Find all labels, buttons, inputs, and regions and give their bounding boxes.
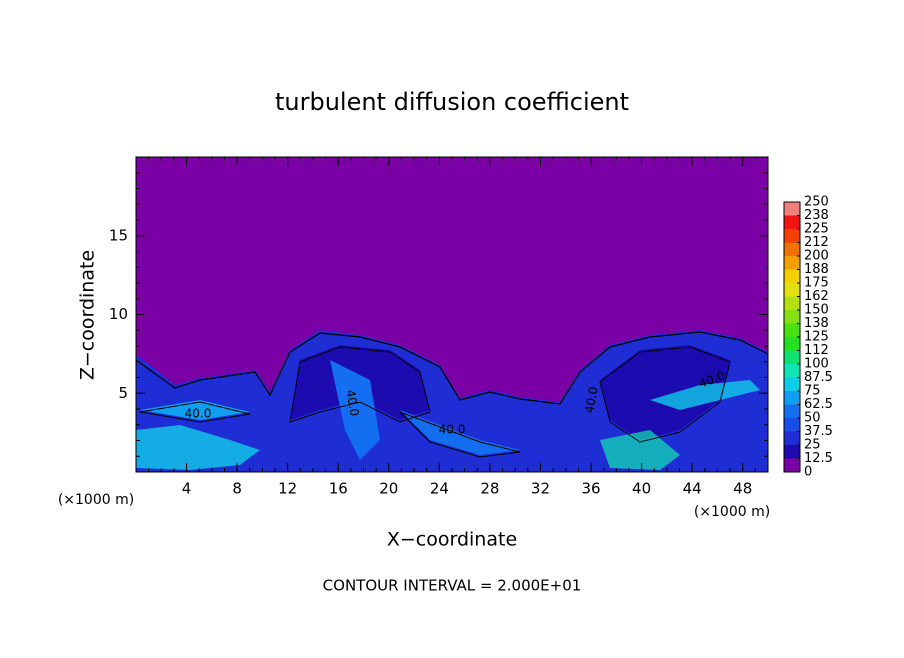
contour-line — [289, 346, 431, 423]
colorbar-swatch — [784, 418, 800, 432]
colorbar-swatch — [784, 202, 800, 216]
colorbar-swatch — [784, 337, 800, 351]
colorbar-swatch — [784, 458, 800, 472]
colorbar-swatch — [784, 269, 800, 283]
field-region — [136, 425, 260, 470]
x-tick-label: 12 — [278, 480, 297, 498]
colorbar-label: 175 — [804, 276, 829, 291]
contour-line — [599, 346, 731, 443]
footnote: CONTOUR INTERVAL = 2.000E+01 — [323, 577, 582, 595]
colorbar-swatch — [784, 242, 800, 256]
colorbar-swatch — [784, 283, 800, 297]
colorbar-label: 188 — [804, 262, 829, 277]
field-region — [600, 430, 680, 470]
x-tick-label: 20 — [379, 480, 398, 498]
colorbar-label: 0 — [804, 465, 812, 480]
contour-labels: 40.0 40.0 40.0 40.0 40.0 — [185, 368, 727, 436]
contour-label: 40.0 — [343, 389, 361, 418]
contour-label: 40.0 — [582, 386, 600, 415]
field — [135, 157, 769, 472]
colorbar-swatch — [784, 296, 800, 310]
x-unit: (×1000 m) — [58, 492, 134, 508]
colorbar-swatch — [784, 404, 800, 418]
x-tick-label: 28 — [480, 480, 499, 498]
x-tick-label: 36 — [581, 480, 600, 498]
colorbar-label: 125 — [804, 330, 829, 345]
y-tick-label: 5 — [118, 384, 128, 402]
contour-label: 40.0 — [439, 423, 466, 437]
x-tick-label: 16 — [329, 480, 348, 498]
y-tick-label: 10 — [109, 305, 128, 323]
colorbar-label: 162 — [804, 289, 829, 304]
colorbar-swatch — [784, 350, 800, 364]
colorbar-label: 12.5 — [804, 451, 833, 466]
colorbar-swatch — [784, 377, 800, 391]
x-unit: (×1000 m) — [694, 504, 770, 520]
colorbar-label: 200 — [804, 249, 829, 264]
colorbar-label: 50 — [804, 411, 821, 426]
contour-line — [139, 401, 521, 458]
colorbar-label: 100 — [804, 357, 829, 372]
colorbar-label: 225 — [804, 222, 829, 237]
x-tick-label: 44 — [683, 480, 702, 498]
contour-label: 40.0 — [185, 407, 212, 421]
colorbar-label: 138 — [804, 316, 829, 331]
colorbar-swatch — [784, 310, 800, 324]
colorbar-swatch — [784, 391, 800, 405]
x-tick-label: 40 — [632, 480, 651, 498]
field-region — [400, 410, 520, 455]
colorbar-label: 238 — [804, 208, 829, 223]
colorbar-label: 62.5 — [804, 397, 833, 412]
field-region — [330, 360, 380, 460]
colorbar-swatch — [784, 229, 800, 243]
x-axis-label: X−coordinate — [387, 529, 517, 551]
y-axis-label: Z−coordinate — [77, 250, 99, 380]
contour-line — [135, 331, 769, 405]
field-region — [140, 400, 250, 420]
colorbar-swatch — [784, 364, 800, 378]
colorbar-swatch — [784, 256, 800, 270]
colorbar-swatch — [784, 431, 800, 445]
x-tick-label: 48 — [733, 480, 752, 498]
x-tick-label: 8 — [232, 480, 242, 498]
colorbar-label: 37.5 — [804, 424, 833, 439]
chart-title: turbulent diffusion coefficient — [275, 88, 629, 116]
colorbar-swatch — [784, 323, 800, 337]
colorbar-swatch — [784, 215, 800, 229]
x-tick-label: 24 — [430, 480, 449, 498]
colorbar-label: 75 — [804, 384, 821, 399]
colorbar-label: 25 — [804, 438, 821, 453]
colorbar-label: 250 — [804, 195, 829, 210]
x-tick-label: 4 — [182, 480, 192, 498]
colorbar-label: 150 — [804, 303, 829, 318]
colorbar-swatch — [784, 445, 800, 459]
x-tick-label: 32 — [531, 480, 550, 498]
field-region — [136, 330, 768, 472]
colorbar-label: 87.5 — [804, 370, 833, 385]
field-region — [650, 380, 760, 410]
field-region — [600, 345, 730, 440]
colorbar-label: 212 — [804, 235, 829, 250]
y-tick-label: 15 — [109, 226, 128, 244]
colorbar-label: 112 — [804, 343, 829, 358]
